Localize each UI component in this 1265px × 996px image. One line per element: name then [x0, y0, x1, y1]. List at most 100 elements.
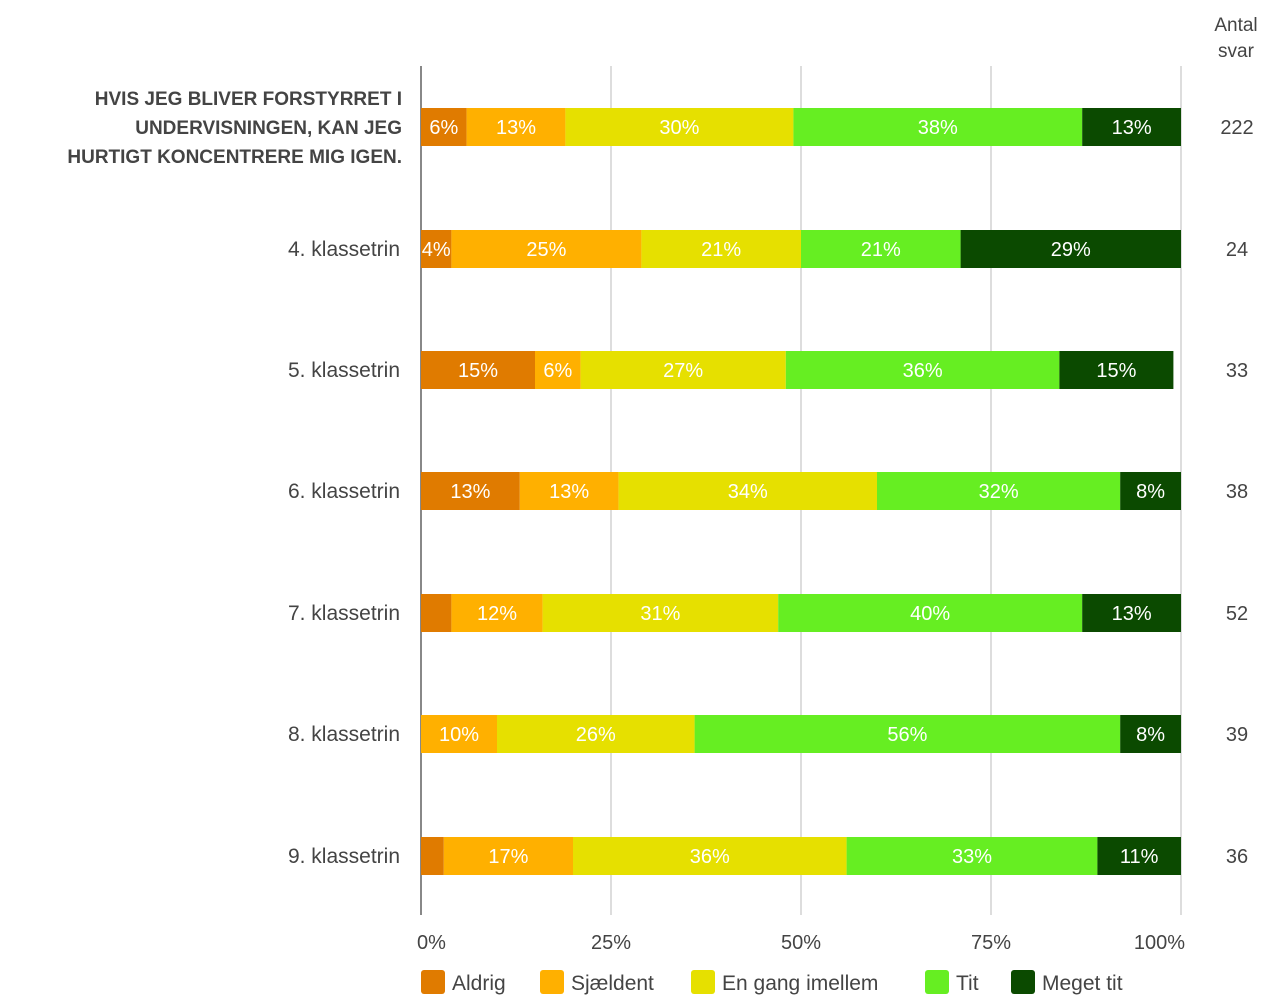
- legend-swatch: [1011, 970, 1035, 994]
- category-label: 5. klassetrin: [288, 359, 400, 382]
- data-label: 36%: [903, 360, 943, 382]
- category-label: 8. klassetrin: [288, 723, 400, 746]
- bar-segment: [641, 230, 801, 268]
- data-label: 36%: [690, 846, 730, 868]
- data-label: 13%: [450, 481, 490, 503]
- legend-swatch: [421, 970, 445, 994]
- bar-segment: [421, 594, 452, 632]
- category-label: 9. klassetrin: [288, 845, 400, 868]
- data-label: 12%: [477, 603, 517, 625]
- data-label: 30%: [659, 117, 699, 139]
- legend-label: Meget tit: [1042, 972, 1123, 995]
- response-count: 33: [1226, 360, 1248, 382]
- legend-label: Sjældent: [571, 972, 654, 995]
- data-label: 6%: [429, 117, 458, 139]
- bar-segment: [1082, 108, 1181, 146]
- data-label: 6%: [543, 360, 572, 382]
- bar-segment: [1082, 594, 1181, 632]
- bar-segment: [443, 837, 573, 875]
- bar-segment: [421, 715, 497, 753]
- bar-segment: [618, 472, 877, 510]
- response-count: 52: [1226, 603, 1248, 625]
- bar-segment: [846, 837, 1098, 875]
- bar-segment: [778, 594, 1083, 632]
- bar-segment: [421, 472, 520, 510]
- bar-segment: [785, 351, 1060, 389]
- response-count: 39: [1226, 724, 1248, 746]
- data-label: 21%: [861, 239, 901, 261]
- bar-segment: [519, 472, 619, 510]
- data-label: 15%: [1096, 360, 1136, 382]
- data-label: 13%: [1112, 117, 1152, 139]
- bar-segment: [1097, 837, 1181, 875]
- data-label: 26%: [576, 724, 616, 746]
- question-title-line: HURTIGT KONCENTRERE MIG IGEN.: [67, 147, 402, 168]
- data-label: 13%: [496, 117, 536, 139]
- x-tick-label: 75%: [971, 932, 1011, 954]
- bar-segment: [542, 594, 779, 632]
- data-label: 17%: [488, 846, 528, 868]
- data-label: 10%: [439, 724, 479, 746]
- bar-segment: [497, 715, 695, 753]
- category-labels: HVIS JEG BLIVER FORSTYRRET I UNDERVISNING…: [67, 89, 402, 868]
- data-label: 56%: [887, 724, 927, 746]
- bars: 6% 13% 30% 38% 13% 4% 25% 21% 21% 29% 15% 6% 27% 36% 1…: [421, 108, 1181, 875]
- response-count: 38: [1226, 481, 1248, 503]
- bar-segment: [421, 837, 444, 875]
- x-tick-label: 25%: [591, 932, 631, 954]
- bar-segment: [1120, 472, 1181, 510]
- bar-segment: [1059, 351, 1174, 389]
- data-label: 29%: [1051, 239, 1091, 261]
- bar-segment: [1120, 715, 1181, 753]
- data-label: 33%: [952, 846, 992, 868]
- category-label: 4. klassetrin: [288, 238, 400, 261]
- category-label: 6. klassetrin: [288, 480, 400, 503]
- bar-segment: [580, 351, 786, 389]
- data-label: 40%: [910, 603, 950, 625]
- bar-segment: [451, 230, 642, 268]
- response-count: 24: [1226, 239, 1248, 261]
- response-counts: Antal svar 222 24 33 38 52 39 36: [1214, 15, 1257, 868]
- data-label: 32%: [979, 481, 1019, 503]
- data-label: 34%: [728, 481, 768, 503]
- bar-segment: [421, 351, 535, 389]
- bar-segment: [793, 108, 1083, 146]
- data-label: 13%: [1112, 603, 1152, 625]
- data-label: 27%: [663, 360, 703, 382]
- x-tick-label: 100%: [1134, 932, 1185, 954]
- legend-swatch: [540, 970, 564, 994]
- bar-segment: [421, 108, 467, 146]
- counts-header: Antal: [1214, 15, 1257, 36]
- data-label: 8%: [1136, 481, 1165, 503]
- bar-segment: [466, 108, 566, 146]
- legend: Aldrig Sjældent En gang imellem Tit Meget ti…: [421, 970, 1123, 995]
- bar-segment: [877, 472, 1121, 510]
- data-label: 21%: [701, 239, 741, 261]
- category-label: 7. klassetrin: [288, 602, 400, 625]
- legend-label: Tit: [956, 972, 979, 995]
- bar-segment: [451, 594, 543, 632]
- data-label: 31%: [640, 603, 680, 625]
- x-tick-label: 50%: [781, 932, 821, 954]
- legend-label: Aldrig: [452, 972, 506, 995]
- bar-segment: [573, 837, 847, 875]
- bar-segment: [694, 715, 1121, 753]
- question-title-line: UNDERVISNINGEN, KAN JEG: [135, 118, 402, 139]
- data-label: 38%: [918, 117, 958, 139]
- bar-segment: [960, 230, 1181, 268]
- legend-swatch: [925, 970, 949, 994]
- question-title-line: HVIS JEG BLIVER FORSTYRRET I: [95, 89, 402, 110]
- bar-segment: [565, 108, 794, 146]
- bar-segment: [535, 351, 581, 389]
- response-count: 222: [1220, 117, 1253, 139]
- x-axis-ticks: 0% 25% 50% 75% 100%: [417, 932, 1185, 954]
- counts-header: svar: [1218, 41, 1255, 62]
- data-label: 13%: [549, 481, 589, 503]
- legend-label: En gang imellem: [722, 972, 878, 995]
- x-tick-label: 0%: [417, 932, 446, 954]
- legend-swatch: [691, 970, 715, 994]
- data-label: 25%: [526, 239, 566, 261]
- data-label: 4%: [422, 239, 451, 261]
- data-label: 8%: [1136, 724, 1165, 746]
